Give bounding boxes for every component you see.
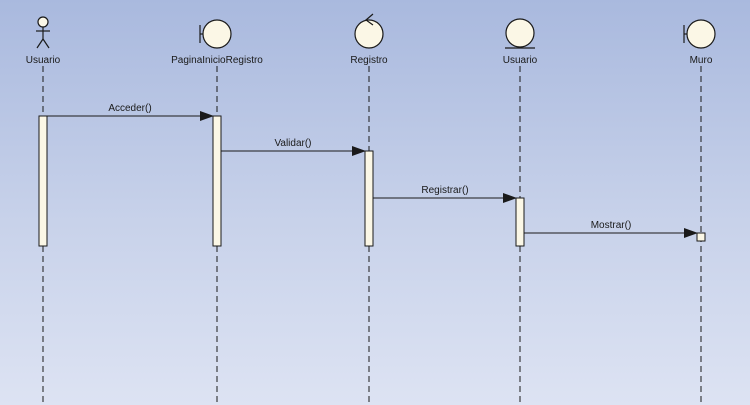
participant-label-usuario-entity: Usuario bbox=[503, 55, 538, 66]
control-icon bbox=[354, 13, 384, 49]
message-label-mostrar: Mostrar() bbox=[591, 220, 632, 231]
boundary-icon bbox=[683, 19, 716, 49]
activation-usuario-entity bbox=[515, 197, 525, 247]
message-label-validar: Validar() bbox=[274, 138, 311, 149]
activation-usuario-actor bbox=[38, 115, 48, 247]
participant-label-usuario-actor: Usuario bbox=[26, 55, 61, 66]
participant-label-registro: Registro bbox=[350, 55, 388, 66]
message-label-registrar: Registrar() bbox=[421, 185, 468, 196]
activation-muro bbox=[696, 232, 706, 242]
boundary-icon bbox=[199, 19, 232, 49]
participant-label-muro: Muro bbox=[690, 55, 713, 66]
messages: Acceder() Validar() Registrar() Mostrar(… bbox=[47, 103, 698, 238]
lifelines bbox=[42, 66, 702, 405]
entity-icon bbox=[505, 18, 535, 49]
participant-label-pagina-inicio-registro: PaginaInicioRegistro bbox=[171, 55, 263, 66]
activation-registro bbox=[364, 150, 374, 247]
actor-icon bbox=[36, 16, 50, 49]
message-label-acceder: Acceder() bbox=[108, 103, 151, 114]
activation-pagina-inicio-registro bbox=[212, 115, 222, 247]
